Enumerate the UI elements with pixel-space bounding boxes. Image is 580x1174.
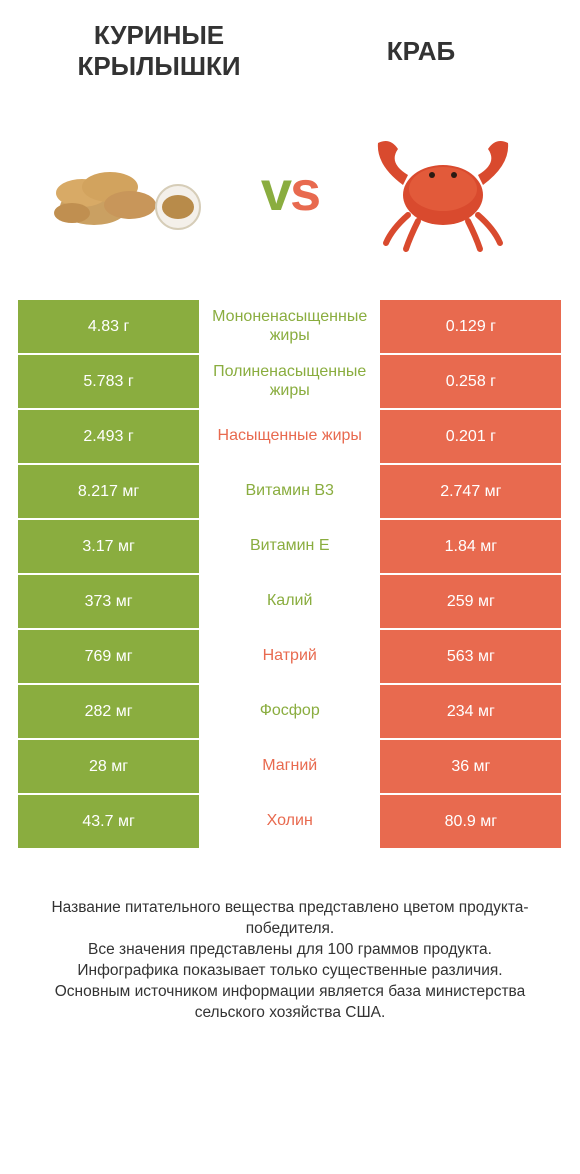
table-row: 769 мгНатрий563 мг bbox=[18, 630, 562, 685]
footer-line: Инфографика показывает только существенн… bbox=[26, 961, 554, 982]
left-value-cell: 8.217 мг bbox=[18, 465, 199, 518]
chicken-wings-icon bbox=[52, 135, 222, 245]
nutrient-label-cell: Фосфор bbox=[199, 685, 380, 738]
nutrient-label-cell: Витамин B3 bbox=[199, 465, 380, 518]
comparison-header: Куриные крылышки Краб bbox=[18, 20, 562, 90]
table-row: 43.7 мгХолин80.9 мг bbox=[18, 795, 562, 850]
footer-line: Основным источником информации является … bbox=[26, 982, 554, 1024]
nutrient-label-cell: Калий bbox=[199, 575, 380, 628]
left-value-cell: 2.493 г bbox=[18, 410, 199, 463]
left-value-cell: 769 мг bbox=[18, 630, 199, 683]
table-row: 3.17 мгВитамин E1.84 мг bbox=[18, 520, 562, 575]
left-value-cell: 373 мг bbox=[18, 575, 199, 628]
right-value-cell: 0.201 г bbox=[380, 410, 561, 463]
nutrient-label-cell: Полиненасыщенные жиры bbox=[199, 355, 380, 408]
table-row: 282 мгФосфор234 мг bbox=[18, 685, 562, 740]
right-value-cell: 2.747 мг bbox=[380, 465, 561, 518]
nutrient-label-cell: Натрий bbox=[199, 630, 380, 683]
nutrient-comparison-table: 4.83 гМононенасыщенные жиры0.129 г5.783 … bbox=[18, 300, 562, 850]
footer-notes: Название питательного вещества представл… bbox=[18, 850, 562, 1024]
crab-icon bbox=[358, 125, 528, 255]
table-row: 28 мгМагний36 мг bbox=[18, 740, 562, 795]
product-images-row: vs bbox=[18, 90, 562, 300]
nutrient-label-cell: Витамин E bbox=[199, 520, 380, 573]
left-product-image bbox=[22, 120, 253, 260]
right-value-cell: 563 мг bbox=[380, 630, 561, 683]
table-row: 4.83 гМононенасыщенные жиры0.129 г bbox=[18, 300, 562, 355]
right-value-cell: 1.84 мг bbox=[380, 520, 561, 573]
left-value-cell: 282 мг bbox=[18, 685, 199, 738]
left-value-cell: 5.783 г bbox=[18, 355, 199, 408]
left-value-cell: 4.83 г bbox=[18, 300, 199, 353]
right-value-cell: 80.9 мг bbox=[380, 795, 561, 848]
table-row: 5.783 гПолиненасыщенные жиры0.258 г bbox=[18, 355, 562, 410]
nutrient-label-cell: Магний bbox=[199, 740, 380, 793]
vs-label: vs bbox=[261, 158, 319, 223]
right-product-image bbox=[327, 120, 558, 260]
right-value-cell: 0.258 г bbox=[380, 355, 561, 408]
table-row: 2.493 гНасыщенные жиры0.201 г bbox=[18, 410, 562, 465]
footer-line: Название питательного вещества представл… bbox=[26, 898, 554, 940]
nutrient-label-cell: Мононенасыщенные жиры bbox=[199, 300, 380, 353]
left-value-cell: 3.17 мг bbox=[18, 520, 199, 573]
right-value-cell: 234 мг bbox=[380, 685, 561, 738]
nutrient-label-cell: Насыщенные жиры bbox=[199, 410, 380, 463]
left-product-title: Куриные крылышки bbox=[28, 20, 290, 82]
table-row: 8.217 мгВитамин B32.747 мг bbox=[18, 465, 562, 520]
right-product-title: Краб bbox=[290, 36, 552, 67]
left-value-cell: 43.7 мг bbox=[18, 795, 199, 848]
right-value-cell: 0.129 г bbox=[380, 300, 561, 353]
nutrient-label-cell: Холин bbox=[199, 795, 380, 848]
right-value-cell: 36 мг bbox=[380, 740, 561, 793]
left-value-cell: 28 мг bbox=[18, 740, 199, 793]
right-value-cell: 259 мг bbox=[380, 575, 561, 628]
footer-line: Все значения представлены для 100 граммо… bbox=[26, 940, 554, 961]
table-row: 373 мгКалий259 мг bbox=[18, 575, 562, 630]
